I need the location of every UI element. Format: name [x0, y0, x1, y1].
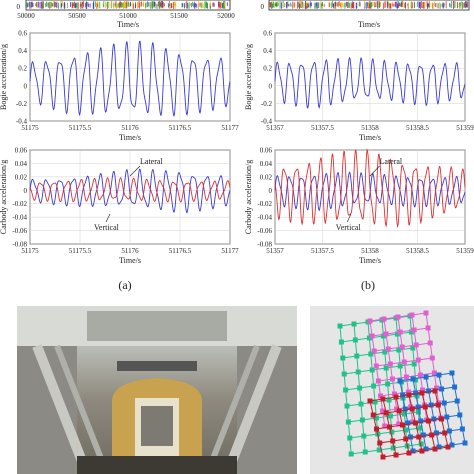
annotation-arrow [369, 165, 380, 177]
annotation-vertical: Vertical [336, 223, 362, 232]
x-tick-label: 51358.5 [406, 247, 429, 255]
x-tick-label: 51358 [361, 124, 379, 132]
x-tick-label: 51359 [456, 247, 474, 255]
y-tick-label: -0.4 [16, 118, 28, 126]
y-tick-label: 0.04 [260, 160, 273, 168]
strip-a-xtick: 50500 [68, 12, 86, 20]
series-line-lateral [274, 171, 466, 212]
x-tick-label: 51176.5 [169, 247, 192, 255]
x-tick-label: 51175.5 [69, 247, 92, 255]
y-tick-label: 0.02 [260, 173, 273, 181]
x-axis-label: Time/s [359, 133, 381, 142]
y-tick-label: 0.4 [263, 47, 272, 55]
strip-a-xlabel: Time/s [117, 20, 139, 29]
x-tick-label: 51176.5 [169, 124, 192, 132]
carbody-mesh-icon [337, 310, 468, 460]
x-tick-label: 51175 [21, 247, 39, 255]
y-axis-label: Bogie acceleration/g [0, 44, 8, 110]
test-rig-photo [17, 306, 297, 474]
carbody-mesh-model [310, 306, 474, 474]
y-tick-label: -0.2 [16, 100, 28, 108]
x-axis-label: Time/s [359, 256, 381, 265]
x-tick-label: 51176 [121, 124, 139, 132]
bogie-panel-a: -0.4 -0.2 0 0.2 0.4 0.6 51175 51175.5 51176 51176… [0, 30, 239, 143]
annotation-arrow [346, 213, 352, 223]
caption-b: (b) [361, 278, 375, 292]
x-tick-label: 51175 [21, 124, 39, 132]
y-tick-label: -0.04 [257, 214, 272, 222]
y-tick-label: 0.06 [260, 147, 273, 155]
annotation-vertical: Vertical [94, 223, 120, 232]
strip-a-xtick: 51500 [170, 12, 188, 20]
y-tick-label: 0.06 [15, 147, 28, 155]
strip-panel-b: 0 Time/s [261, 0, 470, 29]
series-line-vertical [29, 176, 231, 203]
x-tick-label: 51177 [221, 124, 239, 132]
y-tick-label: 0 [24, 187, 28, 195]
series-line-signal [274, 56, 466, 110]
y-tick-label: 0.04 [15, 160, 28, 168]
x-tick-label: 51357 [266, 124, 284, 132]
y-tick-label: -0.2 [261, 100, 273, 108]
y-tick-label: 0.6 [18, 30, 27, 38]
y-tick-label: 0.02 [15, 173, 28, 181]
y-tick-label: -0.08 [12, 241, 27, 249]
y-axis-label: Carbody acceleration/g [0, 160, 8, 234]
y-tick-label: 0.2 [263, 65, 272, 73]
y-tick-label: -0.4 [261, 118, 273, 126]
strip-panel-a: 0 50000 50500 51000 51500 52000 Time/s [17, 0, 235, 29]
annotation-arrow [105, 213, 111, 223]
bogie-panel-b: -0.4 -0.2 0 0.2 0.4 0.6 51357 51357.5 51358 51358… [244, 30, 474, 143]
series-line-vertical [274, 148, 466, 228]
y-tick-label: -0.06 [12, 227, 27, 235]
strip-a-ytick: 0 [17, 3, 21, 11]
y-tick-label: -0.02 [257, 200, 272, 208]
y-tick-label: 0 [269, 187, 273, 195]
strip-a-xtick: 50000 [17, 12, 35, 20]
carbody-panel-a: -0.08 -0.06 -0.04 -0.02 0 0.02 0.04 0.06 51175 51… [0, 147, 239, 266]
x-tick-label: 51357 [266, 247, 284, 255]
x-tick-label: 51177 [221, 247, 239, 255]
strip-a-xtick: 52000 [217, 12, 235, 20]
series-line-signal [29, 40, 231, 117]
x-tick-label: 51357.5 [311, 247, 334, 255]
y-axis-label: Bogie acceleration/g [244, 44, 253, 110]
y-axis-label: Carbody acceleration/g [244, 160, 253, 234]
x-tick-label: 51359 [456, 124, 474, 132]
x-tick-label: 51358 [361, 247, 379, 255]
strip-a-xtick: 51000 [119, 12, 137, 20]
carbody-panel-b: -0.08 -0.06 -0.04 -0.02 0 0.02 0.04 0.06 51357 51… [244, 147, 474, 266]
x-tick-label: 51357.5 [311, 124, 334, 132]
y-tick-label: -0.04 [12, 214, 27, 222]
x-tick-label: 51176 [121, 247, 139, 255]
y-tick-label: 0 [24, 82, 28, 90]
annotation-arrow [129, 165, 141, 177]
x-tick-label: 51358.5 [406, 124, 429, 132]
y-tick-label: 0.6 [263, 30, 272, 38]
y-tick-label: -0.08 [257, 241, 272, 249]
y-tick-label: -0.06 [257, 227, 272, 235]
y-tick-label: 0 [269, 82, 273, 90]
strip-b-xlabel: Time/s [358, 20, 380, 29]
y-tick-label: -0.02 [12, 200, 27, 208]
y-tick-label: 0.2 [18, 65, 27, 73]
annotation-lateral: Lateral [140, 157, 163, 166]
test-rig-photo-icon [17, 306, 297, 474]
x-axis-label: Time/s [119, 256, 141, 265]
strip-b-ytick: 0 [261, 3, 265, 11]
caption-a: (a) [118, 278, 131, 292]
x-axis-label: Time/s [119, 133, 141, 142]
x-tick-label: 51175.5 [69, 124, 92, 132]
annotation-lateral: Lateral [380, 157, 403, 166]
y-tick-label: 0.4 [18, 47, 27, 55]
